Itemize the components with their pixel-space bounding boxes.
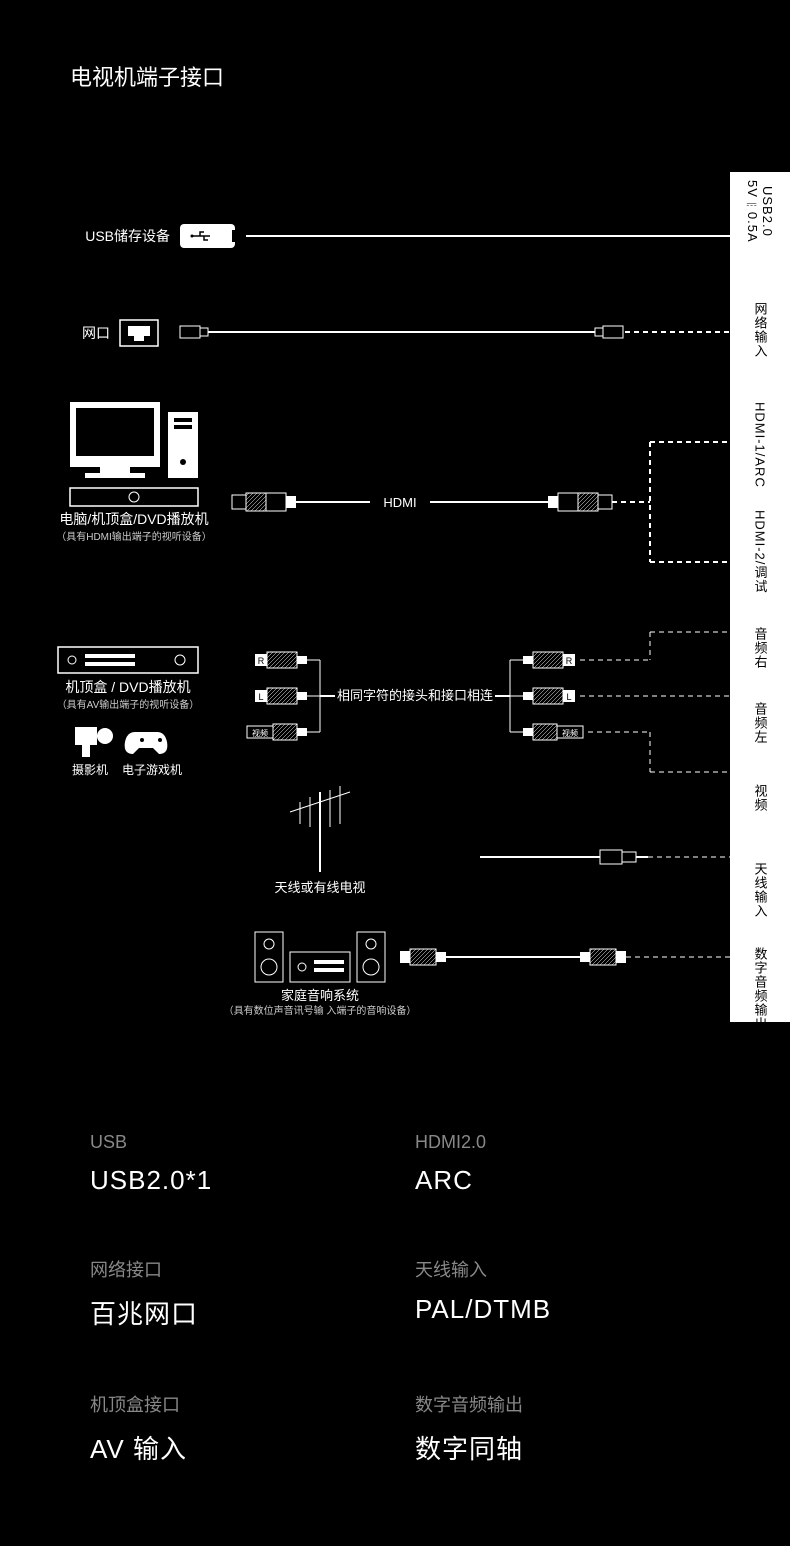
av-row: 机顶盒 / DVD播放机 （具有AV输出端子的视听设备） 摄影机 电子游戏机 R — [57, 632, 730, 777]
hdmi-row: 电脑/机顶盒/DVD播放机 （具有HDMI输出端子的视听设备） HDMI — [56, 402, 730, 562]
specs-grid: USB USB2.0*1 HDMI2.0 ARC 网络接口 百兆网口 天线输入 … — [0, 1012, 790, 1466]
antenna-row: 天线或有线电视 — [274, 786, 730, 895]
spec-value: ARC — [415, 1165, 700, 1196]
spec-value: PAL/DTMB — [415, 1294, 700, 1325]
port-hdmi1: HDMI-1/ARC — [753, 402, 768, 488]
svg-text:USB储存设备: USB储存设备 — [85, 228, 170, 244]
svg-text:天线或有线电视: 天线或有线电视 — [274, 880, 365, 895]
usb-row: USB储存设备 — [85, 224, 730, 248]
spec-label: 天线输入 — [415, 1256, 700, 1282]
port-usb: USB2.0 5V⎓0.5A — [745, 180, 775, 243]
spec-stb: 机顶盒接口 AV 输入 — [90, 1391, 375, 1466]
spec-usb: USB USB2.0*1 — [90, 1132, 375, 1196]
port-digital-audio: 数字音频输出 — [751, 947, 770, 1031]
spec-antenna: 天线输入 PAL/DTMB — [415, 1256, 700, 1331]
port-antenna: 天线输入 — [751, 862, 770, 918]
digital-audio-row: 家庭音响系统 （具有数位声音讯号输 入端子的音响设备） — [224, 932, 730, 1017]
rca-right: R L 视频 — [510, 652, 583, 740]
spec-label: HDMI2.0 — [415, 1132, 700, 1153]
svg-text:电子游戏机: 电子游戏机 — [122, 763, 182, 777]
spec-label: 网络接口 — [90, 1256, 375, 1282]
svg-text:（具有HDMI输出端子的视听设备）: （具有HDMI输出端子的视听设备） — [56, 530, 212, 543]
svg-text:R: R — [566, 656, 573, 666]
port-audio-r: 音频右 — [751, 627, 770, 669]
svg-text:家庭音响系统: 家庭音响系统 — [281, 988, 359, 1003]
svg-text:电脑/机顶盒/DVD播放机: 电脑/机顶盒/DVD播放机 — [59, 511, 208, 527]
spec-label: 机顶盒接口 — [90, 1391, 375, 1417]
svg-text:HDMI: HDMI — [383, 495, 416, 510]
svg-text:L: L — [566, 692, 571, 702]
port-video: 视频 — [751, 784, 770, 812]
spec-value: 数字同轴 — [415, 1429, 700, 1466]
port-lan: 网络输入 — [751, 302, 770, 358]
spec-value: USB2.0*1 — [90, 1165, 375, 1196]
spec-hdmi: HDMI2.0 ARC — [415, 1132, 700, 1196]
svg-text:视频: 视频 — [562, 728, 578, 738]
svg-text:网口: 网口 — [82, 325, 110, 341]
svg-text:摄影机: 摄影机 — [72, 762, 108, 777]
connection-diagram: USB2.0 5V⎓0.5A 网络输入 HDMI-1/ARC HDMI-2/调试… — [0, 132, 790, 1012]
spec-label: USB — [90, 1132, 375, 1153]
svg-text:视频: 视频 — [252, 728, 268, 738]
svg-text:（具有数位声音讯号输 入端子的音响设备）: （具有数位声音讯号输 入端子的音响设备） — [224, 1004, 417, 1017]
spec-lan: 网络接口 百兆网口 — [90, 1256, 375, 1331]
port-audio-l: 音频左 — [751, 702, 770, 744]
spec-value: 百兆网口 — [90, 1294, 375, 1331]
spec-label: 数字音频输出 — [415, 1391, 700, 1417]
svg-text:L: L — [258, 692, 263, 702]
spec-value: AV 输入 — [90, 1429, 375, 1466]
svg-text:机顶盒 / DVD播放机: 机顶盒 / DVD播放机 — [65, 679, 190, 695]
page-title: 电视机端子接口 — [70, 60, 790, 92]
lan-row: 网口 — [82, 320, 730, 346]
spec-digital-audio: 数字音频输出 数字同轴 — [415, 1391, 700, 1466]
rca-left: R L 视频 — [247, 652, 320, 740]
svg-text:相同字符的接头和接口相连: 相同字符的接头和接口相连 — [337, 688, 493, 703]
diagram-svg: USB储存设备 网口 — [0, 132, 730, 1022]
svg-text:（具有AV输出端子的视听设备）: （具有AV输出端子的视听设备） — [57, 698, 200, 711]
svg-text:R: R — [258, 656, 265, 666]
port-bar: USB2.0 5V⎓0.5A 网络输入 HDMI-1/ARC HDMI-2/调试… — [730, 172, 790, 1022]
port-hdmi2: HDMI-2/调试 — [751, 510, 770, 593]
